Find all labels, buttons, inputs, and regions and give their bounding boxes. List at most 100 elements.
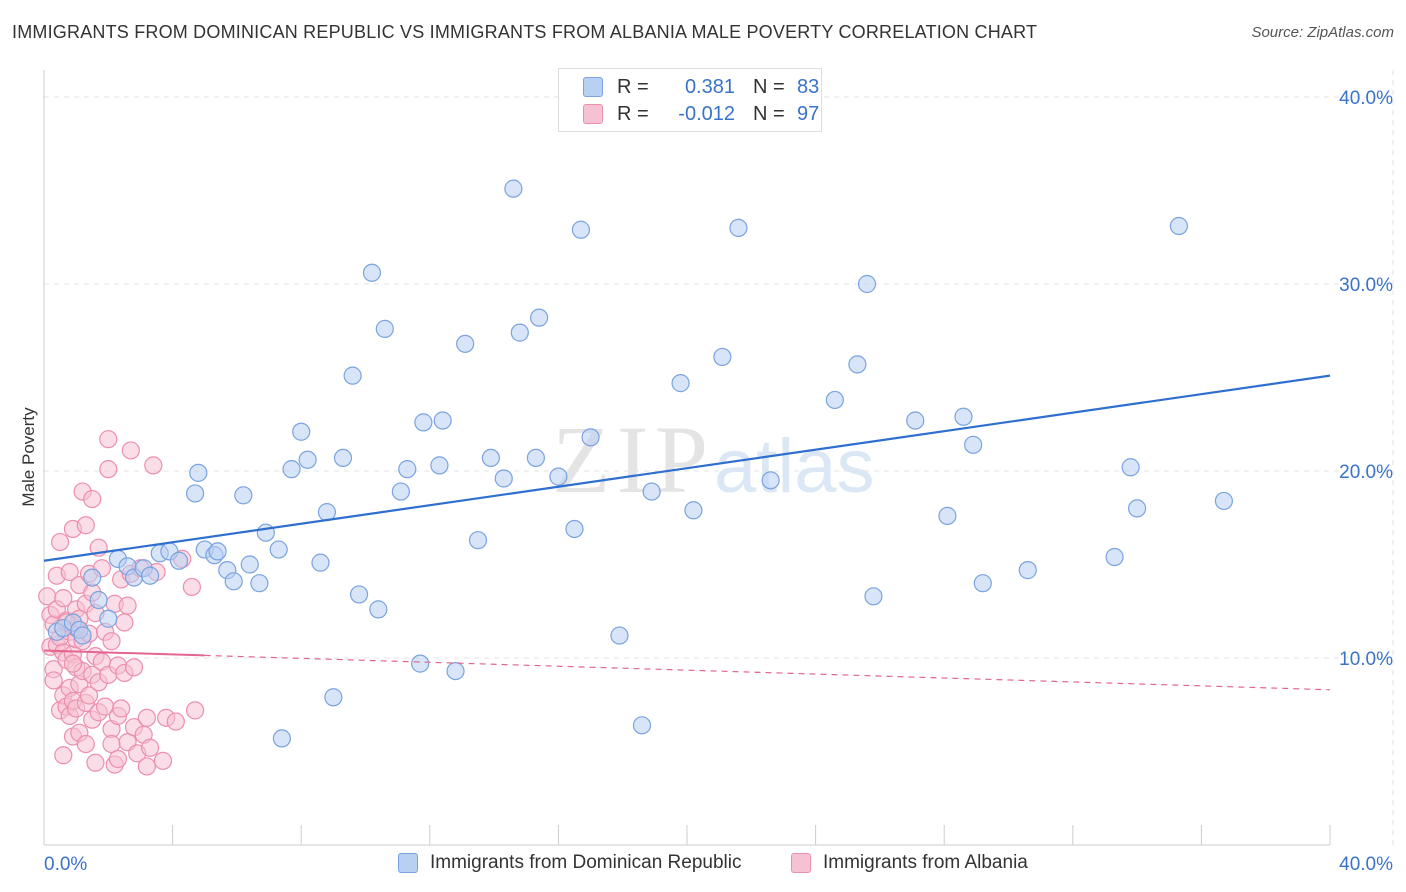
dominican-points <box>47 179 1234 748</box>
dominican-point <box>1127 499 1147 518</box>
albania-point <box>186 701 205 720</box>
dominican-point <box>581 428 600 447</box>
dominican-point <box>549 467 568 486</box>
dominican-point <box>481 448 500 468</box>
albania-point <box>60 562 79 582</box>
dominican-point <box>369 600 388 619</box>
dominican-point <box>456 334 475 353</box>
dominican-point <box>398 460 417 479</box>
bottom-legend: Immigrants from Dominican Republic Immig… <box>0 852 1406 878</box>
dominican-point <box>446 661 465 681</box>
albania-point <box>86 753 105 772</box>
legend-row-albania: R = -0.012 N = 97 <box>583 102 819 126</box>
dominican-point <box>610 626 629 645</box>
y-tick-label: 40.0% <box>1339 88 1393 109</box>
dominican-point <box>433 411 452 430</box>
albania-point <box>153 751 173 770</box>
dominican-point <box>1105 547 1124 567</box>
dominican-point <box>73 626 92 645</box>
dominican-point <box>684 501 703 520</box>
dominican-point <box>964 435 983 454</box>
dominican-point <box>343 366 362 385</box>
albania-trend-line-solid <box>43 649 205 657</box>
dominican-point <box>825 390 844 410</box>
dominican-point <box>494 469 513 488</box>
x-tick-label: 40.0% <box>1339 854 1393 875</box>
bottom-legend-label: Immigrants from Dominican Republic <box>430 852 742 873</box>
legend-swatch-pink <box>583 104 603 124</box>
albania-point <box>137 757 156 776</box>
dominican-point <box>298 450 317 469</box>
albania-point <box>166 712 185 731</box>
legend-r-label: R = <box>617 102 649 125</box>
dominican-point <box>292 422 311 441</box>
dominican-point <box>282 460 301 479</box>
legend-r-value: -0.012 <box>678 102 735 125</box>
dominican-point <box>954 407 973 426</box>
dominican-point <box>504 179 523 198</box>
albania-point <box>137 708 156 727</box>
source-label: Source: ZipAtlas.com <box>1251 24 1394 41</box>
y-tick-label: 10.0% <box>1339 649 1393 670</box>
dominican-point <box>571 220 591 239</box>
bottom-legend-albania: Immigrants from Albania <box>791 852 1028 874</box>
dominican-point <box>1214 491 1234 511</box>
albania-point <box>108 749 128 769</box>
dominican-point <box>565 519 584 539</box>
albania-point <box>121 441 140 460</box>
albania-point <box>50 532 70 552</box>
dominican-point <box>414 413 433 432</box>
dominican-point <box>349 585 369 604</box>
albania-point <box>140 738 160 757</box>
legend-swatch-blue <box>583 77 603 97</box>
dominican-point <box>250 574 269 593</box>
axes <box>43 70 1331 846</box>
y-axis-label: Male Poverty <box>19 407 38 507</box>
albania-point <box>79 686 99 705</box>
dominican-point <box>186 484 205 503</box>
trend-lines <box>43 374 1331 691</box>
watermark-zip: ZIP <box>552 406 714 513</box>
dominican-point <box>256 523 275 542</box>
dominican-point <box>729 218 748 237</box>
albania-point <box>54 746 73 765</box>
albania-point <box>76 516 95 535</box>
dominican-point <box>864 587 883 606</box>
y-tick-label: 20.0% <box>1339 462 1393 483</box>
dominican-point <box>973 574 992 593</box>
dominican-point <box>272 729 292 748</box>
grid-lines <box>44 70 1394 845</box>
legend-r-value: 0.381 <box>684 75 735 98</box>
dominican-point <box>189 463 208 482</box>
dominican-point <box>99 609 118 628</box>
bottom-legend-swatch-blue <box>398 853 418 873</box>
x-tick-label: 0.0% <box>44 854 87 875</box>
dominican-point <box>468 531 488 550</box>
dominican-point <box>234 486 253 505</box>
dominican-point <box>1018 561 1037 580</box>
albania-point <box>99 460 118 479</box>
dominican-point <box>430 456 449 475</box>
dominican-point <box>391 482 410 501</box>
albania-point <box>115 613 134 632</box>
dominican-point <box>906 411 925 430</box>
legend-n-value: 83 <box>797 75 820 98</box>
albania-point <box>182 577 201 597</box>
albania-trend-line-dashed <box>204 654 1331 691</box>
legend-n-value: 97 <box>797 102 820 125</box>
legend: R = 0.381 N = 83 R = -0.012 N = 97 <box>558 68 822 132</box>
dominican-point <box>530 308 549 327</box>
dominican-point <box>761 471 780 490</box>
y-tick-label: 30.0% <box>1339 275 1393 296</box>
dominican-point <box>224 572 243 591</box>
bottom-legend-dominican: Immigrants from Dominican Republic <box>398 852 742 874</box>
tick-labels: 10.0% 20.0% 30.0% 40.0% 0.0% 40.0% <box>44 88 1393 875</box>
dominican-point <box>642 482 661 501</box>
dominican-point <box>140 566 160 585</box>
dominican-point <box>632 716 652 735</box>
albania-point <box>144 456 163 475</box>
albania-point <box>112 699 131 718</box>
albania-point <box>118 596 137 615</box>
watermark-atlas: atlas <box>714 424 875 509</box>
